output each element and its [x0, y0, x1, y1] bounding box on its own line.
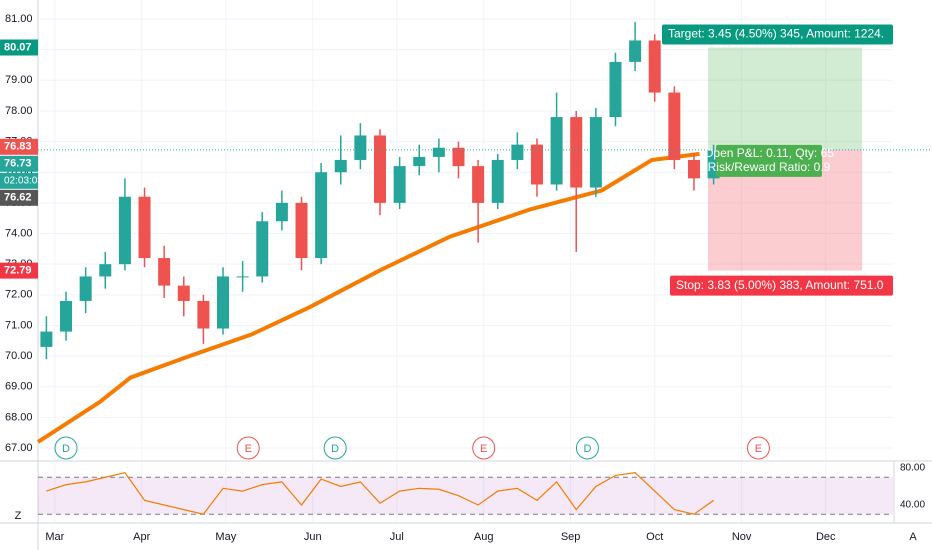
candle-body: [275, 202, 288, 222]
candle-body: [334, 159, 347, 173]
candle-body: [668, 92, 681, 160]
rsi-line: [46, 471, 714, 515]
candle-body: [158, 258, 171, 286]
candle-body: [217, 276, 230, 329]
candle-body: [550, 117, 563, 185]
y-tick-label: 81.00: [5, 13, 33, 25]
candle-body: [589, 117, 602, 188]
y-tick-label: 78.00: [5, 105, 33, 117]
pnl-label: Open P&L: 0.11, Qty: 65: [704, 146, 834, 160]
candle-body: [687, 159, 700, 179]
target-label-box: [662, 24, 893, 45]
y-tick-label: 69.00: [5, 381, 33, 393]
y-tick-label: 68.00: [5, 411, 33, 423]
candle-body: [177, 285, 190, 301]
price-tag-label: 76.73: [4, 158, 32, 170]
countdown-tag: [0, 172, 38, 189]
price-tag-label: 76.83: [4, 141, 32, 153]
candle-body: [511, 144, 524, 160]
candle-body: [138, 196, 151, 259]
rr-label: Risk/Reward Ratio: 0.9: [708, 160, 831, 174]
event-label: E: [245, 443, 252, 455]
candle-body: [354, 135, 367, 160]
candle-body: [472, 166, 485, 203]
x-tick-label: Nov: [732, 531, 752, 543]
x-tick-label: Dec: [816, 531, 836, 543]
candle-body: [648, 40, 661, 93]
stop-label: Stop: 3.83 (5.00%) 383, Amount: 751.0: [676, 278, 884, 292]
event-marker: [54, 436, 78, 460]
x-tick-label: Oct: [646, 531, 663, 543]
x-tick-label: Jun: [304, 531, 322, 543]
event-label: D: [62, 443, 70, 455]
moving-average: [36, 151, 700, 444]
candle-body: [295, 202, 308, 259]
y-tick-label: 79.00: [5, 74, 33, 86]
price-tag: [0, 262, 38, 279]
event-marker: [323, 436, 347, 460]
y-tick-label: 71.00: [5, 319, 33, 331]
x-tick-label: Mar: [45, 531, 64, 543]
candle-body: [530, 144, 543, 185]
rsi-tick-label: 40.00: [900, 500, 925, 511]
candle-body: [60, 300, 73, 332]
candle-body: [118, 196, 131, 265]
pnl-box: [716, 144, 822, 177]
event-marker: [236, 436, 260, 460]
price-tag-label: 72.79: [4, 265, 32, 277]
y-tick-label: 67.00: [5, 442, 33, 454]
candle-body: [491, 159, 504, 203]
event-label: E: [480, 443, 487, 455]
x-tick-label: Sep: [561, 531, 581, 543]
price-tag-label: 80.07: [4, 41, 32, 53]
countdown-label: 02:03:03: [4, 175, 43, 186]
target-label: Target: 3.45 (4.50%) 345, Amount: 1224.: [668, 27, 884, 41]
candle-body: [40, 331, 53, 347]
event-label: D: [583, 443, 591, 455]
candle-body: [256, 221, 269, 277]
candle-body: [236, 276, 249, 278]
x-tick-label: Jul: [390, 531, 404, 543]
event-label: E: [755, 443, 762, 455]
candle-body: [197, 300, 210, 329]
x-tick-label: Apr: [133, 531, 150, 543]
candle-body: [629, 40, 642, 62]
candle-body: [79, 276, 92, 301]
price-tag: [0, 138, 38, 155]
candle-body: [570, 117, 583, 188]
price-tag: [0, 189, 38, 206]
stop-label-box: [670, 275, 893, 296]
price-tag-label: 76.62: [4, 192, 32, 204]
candle-body: [452, 147, 465, 167]
event-marker: [575, 436, 599, 460]
candle-body: [393, 166, 406, 203]
x-tick-label: May: [215, 531, 236, 543]
target-zone: [707, 47, 863, 150]
corner-button[interactable]: A: [909, 531, 917, 543]
candle-body: [432, 147, 445, 157]
candle-body: [413, 156, 426, 167]
y-tick-label: 74.00: [5, 227, 33, 239]
price-tag: [0, 39, 38, 56]
rsi-tick-label: 80.00: [900, 463, 925, 474]
y-tick-label: 72.00: [5, 289, 33, 301]
candle-body: [99, 264, 112, 277]
event-marker: [746, 436, 770, 460]
event-label: D: [331, 443, 339, 455]
y-tick-label: 70.00: [5, 350, 33, 362]
candle-body: [609, 61, 622, 118]
event-marker: [472, 436, 496, 460]
candle-body: [315, 172, 328, 259]
x-tick-label: Aug: [474, 531, 494, 543]
candle-body: [374, 135, 386, 203]
price-tag: [0, 155, 38, 172]
corner-button[interactable]: Z: [15, 510, 22, 522]
rsi-band: [38, 477, 893, 515]
